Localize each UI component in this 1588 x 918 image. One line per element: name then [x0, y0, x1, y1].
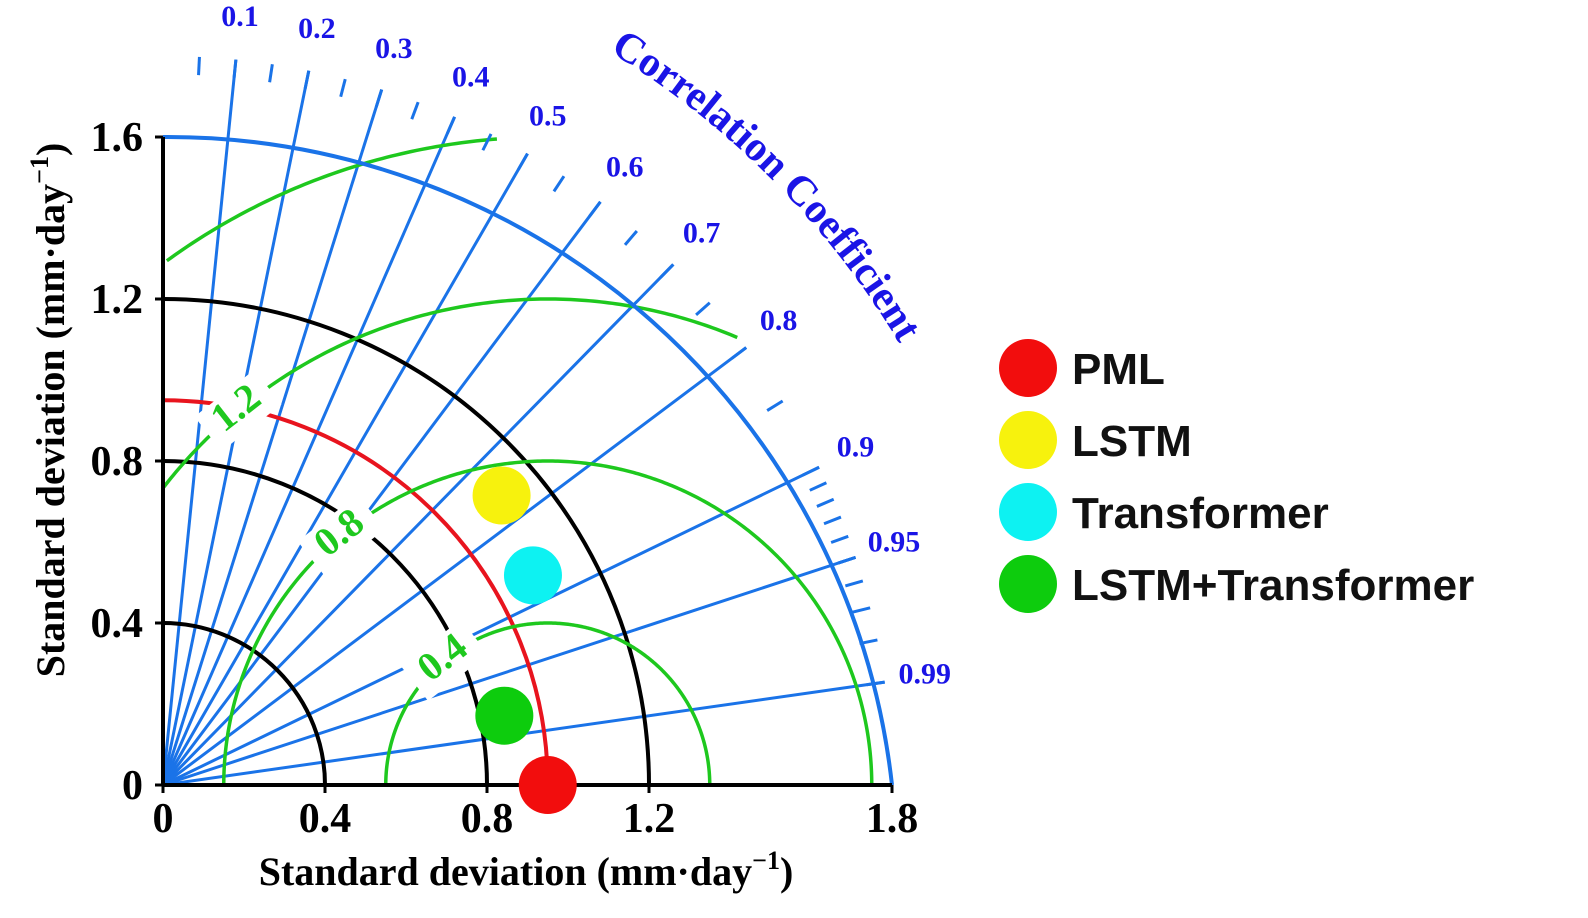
correlation-label: 0.1: [221, 0, 259, 33]
correlation-minor-tick: [339, 78, 347, 98]
legend-marker: [999, 555, 1057, 613]
legend: PML LSTM Transformer LSTM+Transformer: [999, 339, 1474, 613]
x-tick-label: 0.4: [299, 796, 352, 842]
x-tick-label: 1.8: [866, 796, 919, 842]
correlation-label: 0.9: [837, 430, 875, 463]
legend-label: LSTM+Transformer: [1072, 561, 1474, 610]
marker-transformer: [503, 546, 562, 605]
rmsd-label-bg: [400, 619, 488, 701]
correlation-ray: [162, 346, 748, 787]
correlation-label: 0.8: [760, 304, 798, 337]
marker-lstm: [472, 466, 531, 525]
correlation-minor-tick: [268, 64, 274, 83]
correlation-label: 0.2: [298, 12, 336, 45]
std-arc: [162, 621, 327, 786]
legend-label: LSTM: [1072, 417, 1192, 466]
correlation-label: 0.5: [529, 99, 567, 132]
correlation-minor-tick: [837, 555, 857, 565]
correlation-minor-tick: [481, 133, 493, 151]
legend-marker: [999, 483, 1057, 541]
x-tick-label: 0: [153, 796, 174, 842]
y-tick-label: 1.2: [91, 277, 144, 323]
marker-pml: [518, 756, 577, 814]
rmsd-label-bg: [297, 494, 385, 577]
x-axis-title: Standard deviation (mm·day−1): [259, 846, 794, 894]
correlation-minor-tick: [445, 116, 456, 135]
correlation-minor-tick: [823, 515, 842, 526]
correlation-minor-tick: [303, 70, 311, 89]
correlation-minor-tick: [695, 301, 711, 316]
legend-marker: [999, 411, 1057, 469]
correlation-ray: [161, 200, 602, 786]
marker-layer: [472, 466, 577, 814]
correlation-minor-tick: [552, 175, 566, 193]
y-tick-label: 0: [122, 763, 143, 809]
correlation-minor-tick: [816, 497, 835, 508]
correlation-minor-tick: [830, 534, 849, 544]
correlation-minor-tick: [659, 263, 675, 279]
correlation-minor-tick: [859, 638, 878, 646]
correlation-minor-tick: [410, 101, 420, 120]
correlation-axis-title-path: Correlation Coefficient: [604, 21, 930, 349]
correlation-label: 0.7: [683, 216, 721, 249]
grid-layer: [155, 56, 894, 793]
correlation-outer-arc: [162, 134, 894, 786]
rmsd-label-bg: [194, 369, 282, 452]
correlation-label: 0.4: [452, 61, 490, 94]
correlation-axis-title: Correlation Coefficient: [604, 21, 930, 349]
marker-lstm-transformer: [475, 686, 534, 745]
correlation-minor-tick: [802, 465, 820, 477]
x-tick-label: 0.8: [461, 796, 514, 842]
correlation-label: 0.3: [375, 32, 413, 65]
y-tick-label: 0.8: [91, 439, 144, 485]
correlation-minor-tick: [852, 606, 871, 614]
correlation-label: 0.99: [899, 657, 952, 690]
legend-label: Transformer: [1072, 489, 1329, 538]
correlation-minor-tick: [232, 59, 238, 78]
y-tick-label: 1.6: [91, 115, 144, 161]
legend-label: PML: [1072, 345, 1165, 394]
correlation-minor-tick: [197, 56, 201, 76]
rmsd-contour: [165, 137, 498, 263]
correlation-label: 0.95: [868, 526, 921, 559]
correlation-label: 0.6: [606, 150, 644, 183]
correlation-minor-tick: [866, 680, 885, 687]
correlation-ray: [161, 116, 456, 786]
correlation-ray: [161, 89, 384, 786]
rmsd-contour: [384, 621, 712, 786]
std-arc: [162, 297, 651, 786]
correlation-minor-tick: [517, 152, 529, 171]
legend-marker: [999, 339, 1057, 397]
correlation-ray: [162, 465, 820, 787]
correlation-ray: [161, 152, 529, 786]
y-axis-title: Standard deviation (mm·day−1): [25, 143, 73, 678]
correlation-minor-tick: [730, 346, 748, 360]
correlation-ray: [162, 555, 857, 787]
correlation-minor-tick: [623, 230, 638, 246]
correlation-ray: [161, 263, 675, 787]
correlation-minor-tick: [374, 89, 384, 108]
correlation-minor-tick: [844, 579, 864, 588]
y-tick-label: 0.4: [91, 601, 144, 647]
correlation-minor-tick: [809, 481, 828, 492]
correlation-minor-tick: [766, 399, 784, 412]
correlation-minor-tick: [588, 200, 602, 218]
rmsd-contour: [222, 459, 874, 786]
x-tick-label: 1.2: [623, 796, 676, 842]
